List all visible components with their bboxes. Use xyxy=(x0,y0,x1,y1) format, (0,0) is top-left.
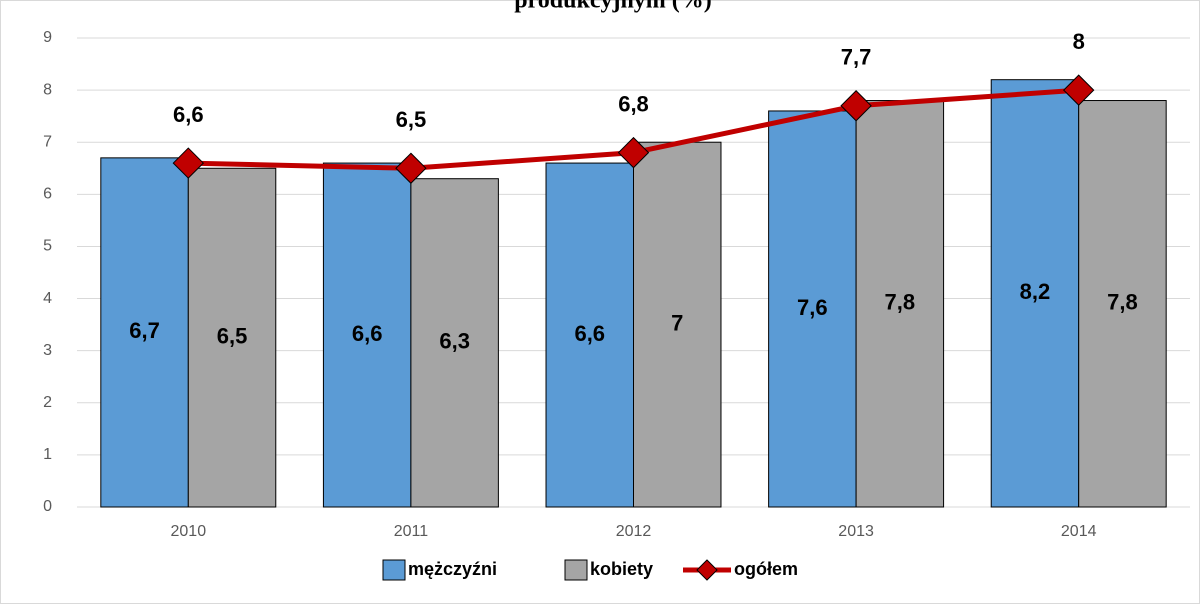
x-tick-label: 2010 xyxy=(171,523,207,540)
legend-label: ogółem xyxy=(734,559,798,579)
bar xyxy=(633,141,722,508)
line-marker xyxy=(1062,74,1095,106)
line-value-label: 8 xyxy=(1073,29,1085,54)
legend-label: kobiety xyxy=(590,559,653,579)
bar-value-label: 7,6 xyxy=(797,295,828,320)
y-tick-label: 3 xyxy=(43,342,52,359)
line-value-label: 6,6 xyxy=(173,102,204,127)
legend-swatch xyxy=(382,559,406,581)
x-tick-label: 2013 xyxy=(838,523,874,540)
y-tick-label: 9 xyxy=(43,29,52,46)
x-tick-label: 2012 xyxy=(616,523,652,540)
bar xyxy=(855,100,945,508)
bar-value-label: 6,5 xyxy=(217,323,248,348)
line-value-label: 6,5 xyxy=(396,107,427,132)
bar-value-label: 6,6 xyxy=(352,321,383,346)
bar xyxy=(990,79,1080,508)
bar-value-label: 8,2 xyxy=(1020,279,1051,304)
line-value-label: 7,7 xyxy=(841,45,872,70)
y-tick-label: 7 xyxy=(43,133,52,150)
line-value-label: 6,8 xyxy=(618,91,649,116)
bar-value-label: 7,8 xyxy=(1107,290,1138,315)
chart-title: produkcyjnym (%) xyxy=(514,0,712,14)
y-tick-label: 8 xyxy=(43,81,52,98)
bar xyxy=(545,162,634,508)
bar xyxy=(100,157,189,508)
line-marker xyxy=(172,147,205,179)
legend-label: mężczyźni xyxy=(408,559,497,579)
bar xyxy=(410,178,499,508)
bar-value-label: 6,3 xyxy=(439,329,470,354)
bar xyxy=(187,167,277,508)
y-tick-label: 5 xyxy=(43,238,52,255)
bar xyxy=(322,162,412,508)
x-tick-label: 2014 xyxy=(1061,523,1097,540)
y-tick-label: 4 xyxy=(43,290,52,307)
line-marker xyxy=(395,152,427,184)
y-tick-label: 6 xyxy=(43,186,52,203)
line-marker xyxy=(840,90,872,122)
x-tick-label: 2011 xyxy=(394,523,429,540)
bar-value-label: 6,6 xyxy=(574,321,605,346)
y-tick-label: 1 xyxy=(43,446,52,463)
legend-swatch xyxy=(564,559,588,581)
bar xyxy=(768,110,857,508)
legend-swatch xyxy=(696,559,718,581)
line-marker xyxy=(617,136,650,169)
y-tick-label: 2 xyxy=(43,394,52,411)
bar xyxy=(1078,100,1167,508)
bar-value-label: 6,7 xyxy=(129,318,160,343)
bar-value-label: 7 xyxy=(671,310,683,335)
y-tick-label: 0 xyxy=(43,498,52,515)
bar-value-label: 7,8 xyxy=(885,290,916,315)
